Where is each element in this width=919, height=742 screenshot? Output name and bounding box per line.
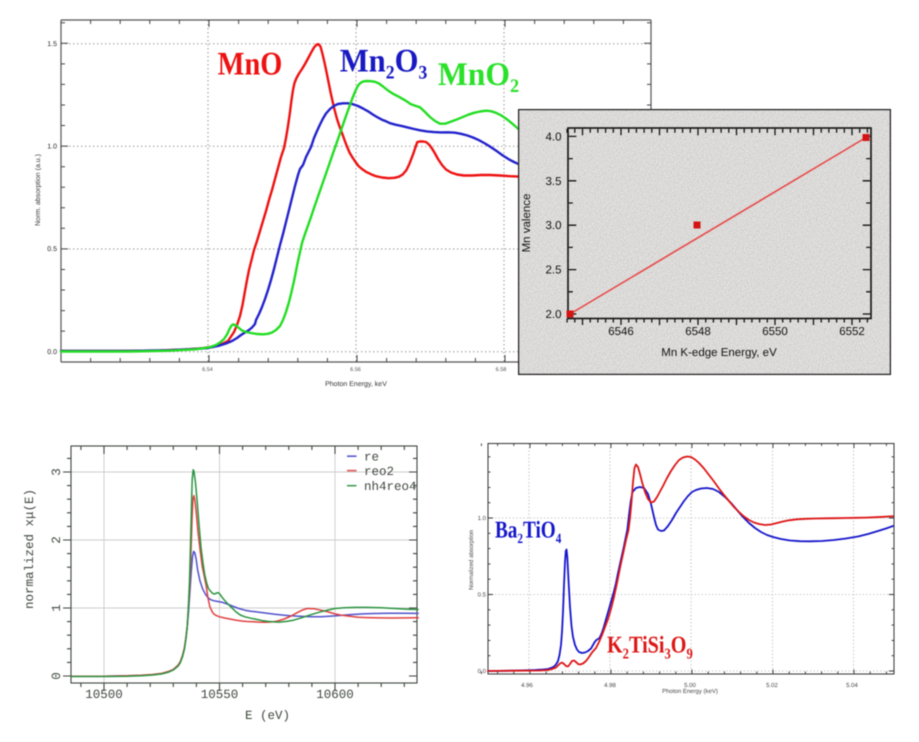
svg-text:4.98: 4.98 [604,682,616,689]
svg-text:MnO: MnO [218,47,283,83]
svg-text:10550: 10550 [201,688,239,702]
svg-text:3: 3 [50,468,64,476]
svg-text:1: 1 [50,604,64,612]
svg-text:0.5: 0.5 [47,246,57,253]
svg-text:Photon Energy (keV): Photon Energy (keV) [662,688,718,695]
svg-text:10500: 10500 [85,688,123,702]
svg-text:6.54: 6.54 [202,367,213,373]
svg-text:nh4reo4: nh4reo4 [364,480,417,494]
svg-text:6548: 6548 [685,326,711,338]
svg-text:6546: 6546 [608,326,634,338]
svg-text:Ba2TiO4: Ba2TiO4 [495,518,561,548]
svg-text:3.5: 3.5 [546,176,562,188]
svg-text:3.0: 3.0 [546,220,562,232]
svg-text:4.96: 4.96 [521,682,533,689]
svg-text:E (eV): E (eV) [245,709,290,723]
svg-text:normalized xμ(E): normalized xμ(E) [23,489,37,609]
svg-text:Norm. absorption (a.u.): Norm. absorption (a.u.) [34,154,42,226]
svg-text:Normalized absorption: Normalized absorption [468,530,475,590]
svg-text:10600: 10600 [316,688,354,702]
svg-text:re: re [364,451,379,465]
svg-text:reo2: reo2 [364,465,394,479]
svg-text:2.0: 2.0 [546,309,562,321]
svg-text:Mn K-edge Energy, eV: Mn K-edge Energy, eV [661,347,777,359]
svg-text:0.0: 0.0 [478,668,487,675]
svg-text:4.0: 4.0 [546,131,562,143]
svg-text:6552: 6552 [839,326,865,338]
svg-text:1.0: 1.0 [47,144,57,151]
svg-text:Photon Energy, keV: Photon Energy, keV [325,380,387,388]
svg-text:MnO2: MnO2 [438,57,519,97]
svg-text:6.58: 6.58 [496,367,507,373]
svg-text:5.00: 5.00 [684,682,696,689]
svg-text:5.04: 5.04 [846,682,858,689]
svg-text:5.02: 5.02 [766,682,778,689]
svg-text:K2TiSi3O9: K2TiSi3O9 [607,633,693,663]
svg-text:1.0: 1.0 [478,515,487,522]
svg-text:0.0: 0.0 [47,349,57,356]
svg-text:6550: 6550 [762,326,788,338]
svg-text:1.5: 1.5 [47,41,57,48]
svg-text:2.5: 2.5 [546,265,562,277]
svg-text:Mn valence: Mn valence [521,194,533,253]
svg-text:2: 2 [50,536,64,544]
svg-text:0: 0 [50,672,64,680]
svg-text:0.5: 0.5 [478,592,487,599]
svg-text:Mn2O3: Mn2O3 [340,44,428,84]
svg-text:6.56: 6.56 [350,367,361,373]
